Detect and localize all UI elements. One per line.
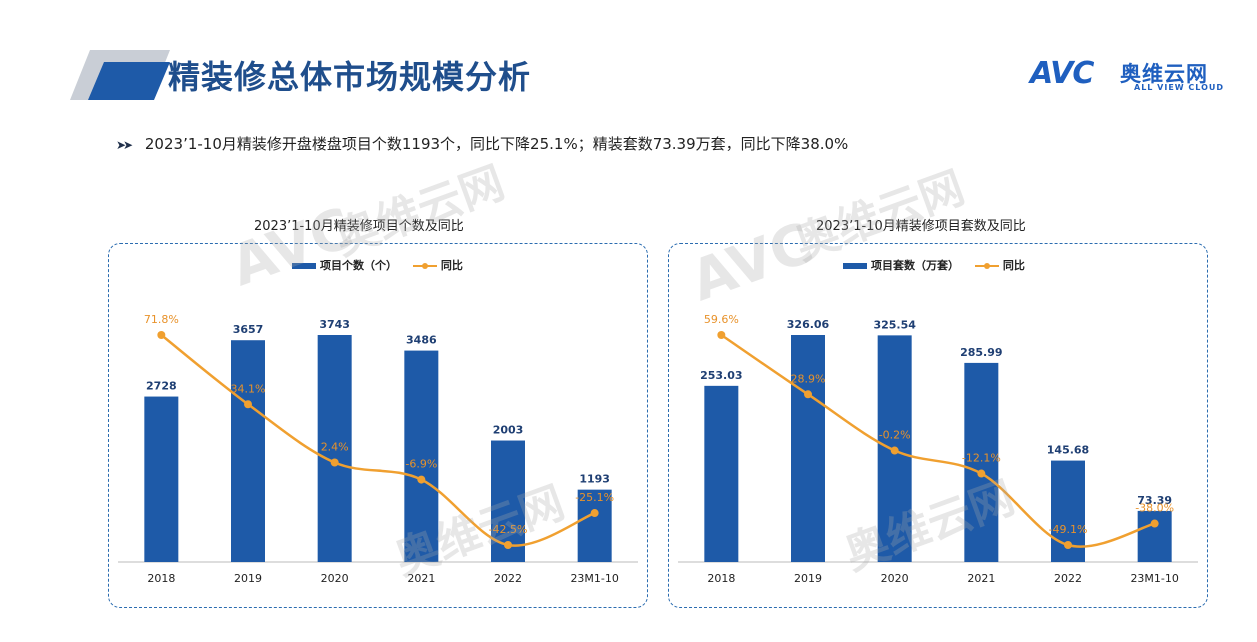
- logo-chinese-name: 奥维云网: [1120, 62, 1208, 86]
- yoy-point: [417, 475, 426, 484]
- yoy-value-label: 71.8%: [144, 313, 179, 326]
- bar-value-label: 3743: [319, 318, 350, 331]
- chart-2-legend: 项目套数（万套） 同比: [843, 257, 1025, 273]
- legend-line-label: 同比: [1002, 259, 1025, 272]
- bar-swatch-icon: [843, 263, 867, 269]
- yoy-value-label: -25.1%: [575, 491, 614, 504]
- yoy-series-line: [720, 333, 1156, 548]
- page-title: 精装修总体市场规模分析: [168, 58, 532, 96]
- bar-value-label: 325.54: [873, 318, 916, 331]
- x-tick-label: 2022: [1054, 572, 1082, 585]
- line-swatch-icon: [974, 262, 999, 269]
- bar-value-label: 73.39: [1137, 494, 1172, 507]
- yoy-point: [504, 541, 512, 549]
- yoy-value-label: 2.4%: [321, 441, 349, 454]
- yoy-point: [977, 469, 986, 478]
- yoy-series-line: [160, 334, 596, 547]
- x-tick-label: 23M1-10: [1130, 572, 1178, 585]
- x-tick-label: 2019: [234, 572, 262, 585]
- yoy-value-label: -49.1%: [1049, 523, 1088, 536]
- bar: [704, 385, 739, 562]
- yoy-point: [717, 331, 726, 339]
- yoy-value-label: -12.1%: [962, 452, 1001, 465]
- yoy-point: [590, 509, 599, 518]
- bar-value-label: 253.03: [700, 369, 742, 382]
- chart-2-title: 2023’1-10月精装修项目套数及同比: [816, 219, 1026, 234]
- yoy-value-label: -42.5%: [489, 523, 528, 536]
- bar: [231, 340, 265, 562]
- yoy-point: [1150, 519, 1159, 528]
- bar-value-label: 3657: [233, 323, 264, 336]
- yoy-point: [244, 400, 252, 409]
- legend-line-label: 同比: [440, 259, 463, 272]
- bar-value-label: 326.06: [787, 318, 830, 331]
- chart-1-panel: [108, 243, 648, 608]
- bar-value-label: 2003: [493, 424, 524, 437]
- summary-line: ➤➤ 2023’1-10月精装修开盘楼盘项目个数1193个，同比下降25.1%；…: [116, 133, 848, 154]
- bar-value-label: 2728: [146, 380, 177, 393]
- summary-text: 2023’1-10月精装修开盘楼盘项目个数1193个，同比下降25.1%；精装套…: [144, 135, 849, 153]
- x-tick-label: 2020: [881, 572, 909, 585]
- x-tick-label: 2018: [147, 572, 175, 585]
- bar-swatch-icon: [292, 263, 316, 269]
- bar-value-label: 1193: [579, 473, 610, 486]
- yoy-value-label: -6.9%: [405, 458, 437, 471]
- x-tick-label: 2020: [321, 572, 349, 585]
- yoy-value-label: -0.2%: [879, 429, 911, 442]
- chart-1-title: 2023’1-10月精装修项目个数及同比: [254, 219, 464, 234]
- yoy-point: [157, 331, 166, 339]
- yoy-point: [890, 446, 899, 455]
- bar: [791, 335, 825, 562]
- double-arrow-icon: ➤➤: [116, 138, 133, 152]
- bar: [577, 489, 612, 562]
- yoy-value-label: 59.6%: [704, 313, 739, 326]
- avc-logo: AVC 奥维云网 ALL VIEW CLOUD: [1030, 56, 1230, 96]
- line-swatch-icon: [412, 262, 437, 269]
- chart-1-plot: 2728 2018 3657 2019 3743 2020 3486 2021 2003 2022…: [118, 313, 638, 585]
- logo-english-name: ALL VIEW CLOUD: [1134, 83, 1225, 92]
- chart-2-plot: 253.03 2018 326.06 2019 325.54 2020 285.99 2021…: [678, 313, 1198, 585]
- bar: [1137, 510, 1172, 562]
- logo-mark: AVC: [1030, 56, 1094, 91]
- bar: [317, 335, 352, 562]
- chart-2-panel: [668, 243, 1208, 608]
- x-tick-label: 2021: [967, 572, 995, 585]
- x-tick-label: 2019: [794, 572, 822, 585]
- yoy-value-label: 28.9%: [791, 372, 826, 385]
- yoy-point: [804, 390, 812, 399]
- yoy-point: [1064, 541, 1072, 549]
- x-tick-label: 2021: [407, 572, 435, 585]
- title-banner-decoration: [70, 50, 170, 100]
- bar-value-label: 145.68: [1047, 444, 1089, 457]
- bar-value-label: 3486: [406, 334, 437, 347]
- bar: [144, 396, 179, 562]
- legend-bar-label: 项目个数（个）: [320, 259, 397, 272]
- x-tick-label: 2018: [707, 572, 735, 585]
- bar-value-label: 285.99: [960, 346, 1002, 359]
- bar: [404, 350, 439, 562]
- chart-1-legend: 项目个数（个） 同比: [292, 257, 463, 273]
- x-tick-label: 23M1-10: [570, 572, 618, 585]
- legend-bar-label: 项目套数（万套）: [871, 259, 959, 272]
- yoy-value-label: 34.1%: [231, 382, 266, 395]
- bar: [964, 362, 999, 562]
- x-tick-label: 2022: [494, 572, 522, 585]
- yoy-value-label: -38.0%: [1135, 502, 1174, 515]
- yoy-point: [330, 458, 339, 467]
